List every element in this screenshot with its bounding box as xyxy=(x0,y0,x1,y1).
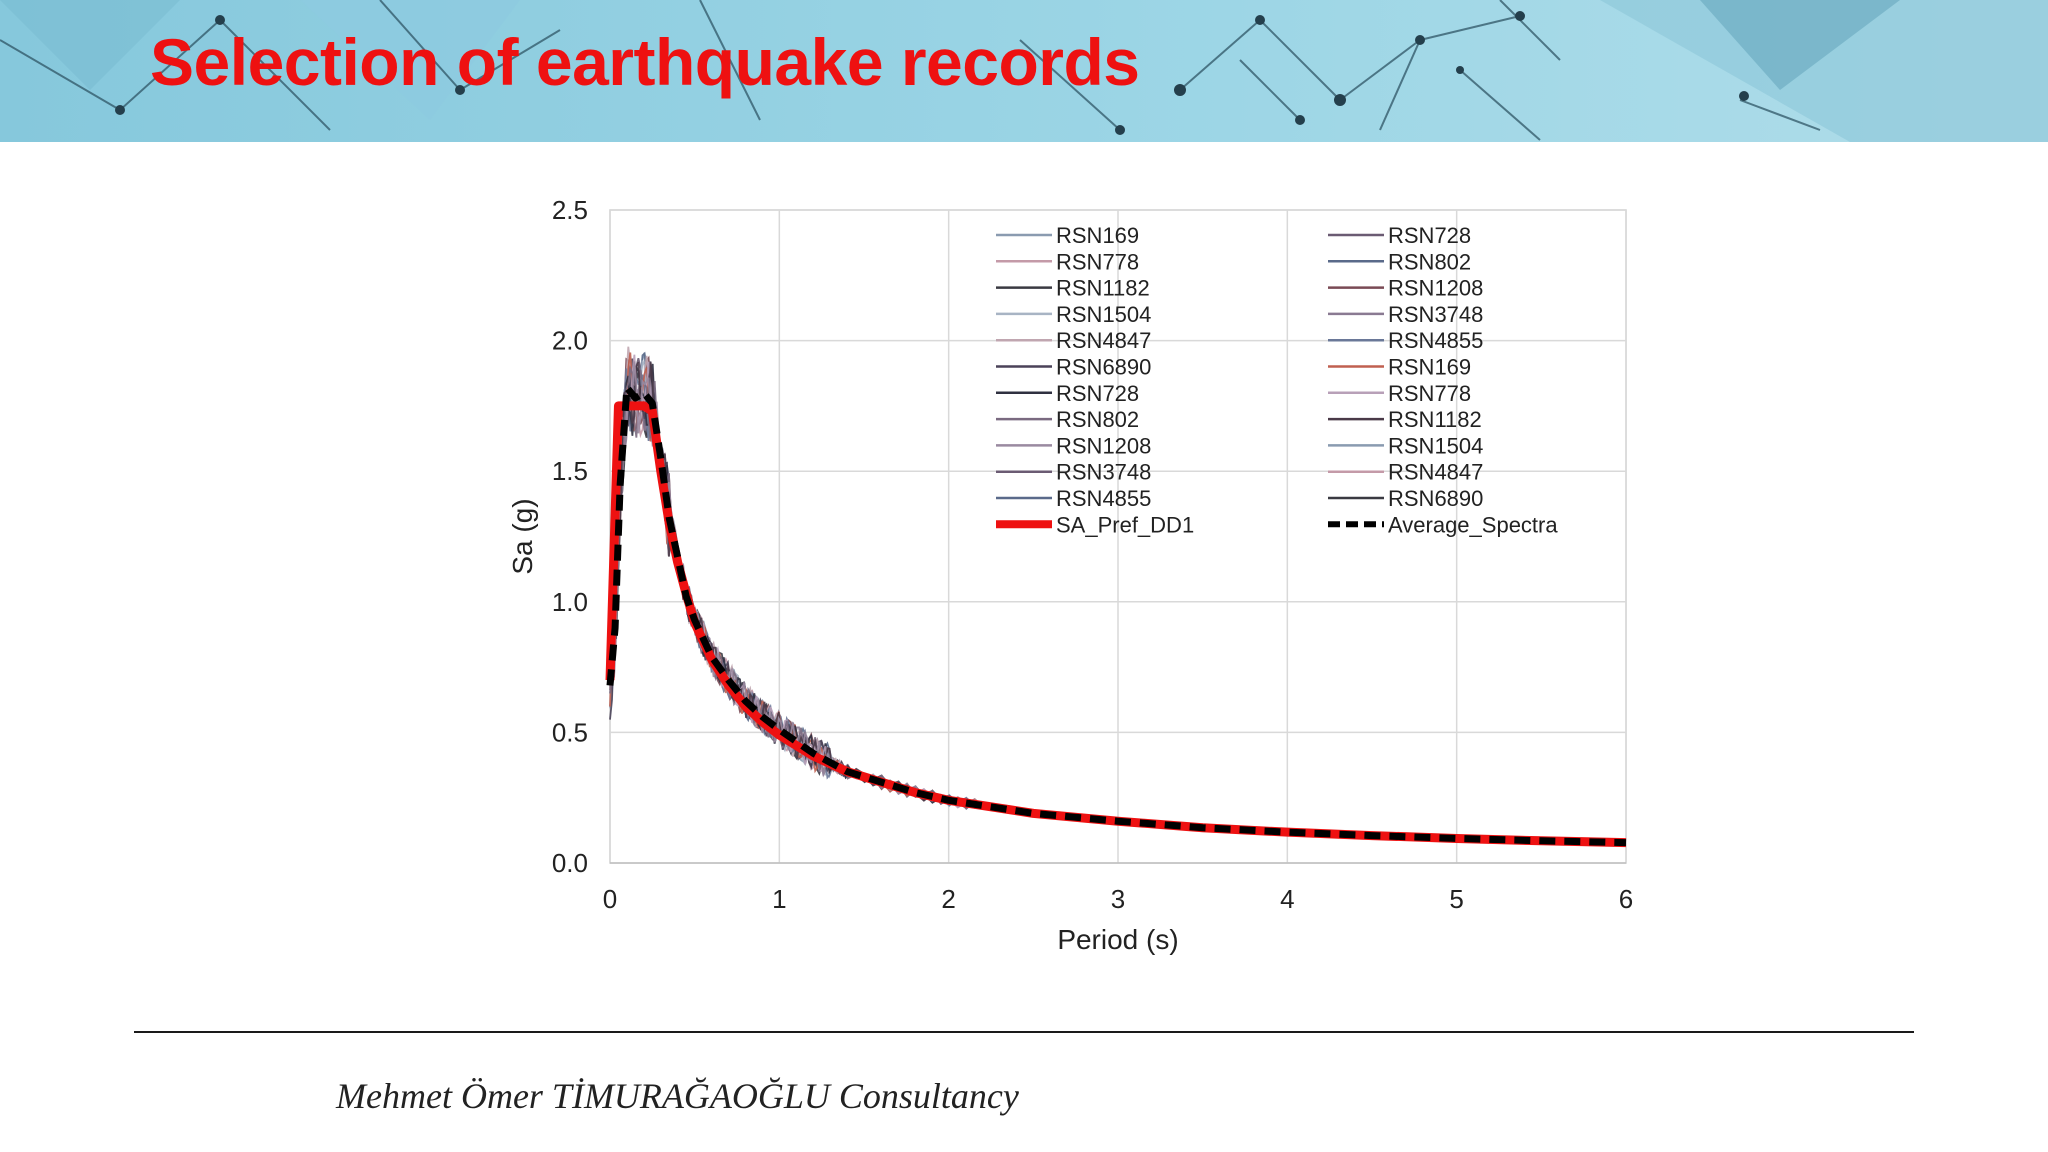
x-tick-label: 1 xyxy=(772,884,786,914)
y-tick-label: 0.5 xyxy=(552,717,588,747)
legend-label: RSN4847 xyxy=(1056,328,1151,353)
x-tick-label: 5 xyxy=(1449,884,1463,914)
footer-divider xyxy=(134,1031,1914,1033)
legend-label: RSN1182 xyxy=(1056,276,1150,301)
legend-label: RSN1208 xyxy=(1388,276,1483,301)
legend-label: RSN3748 xyxy=(1056,460,1151,485)
response-spectra-chart: 0 1 2 3 4 5 6 0.0 0.5 1.0 1.5 2.0 2.5 Period (s) Sa (g… xyxy=(0,142,2048,1022)
slide-title: Selection of earthquake records xyxy=(150,25,1140,99)
legend-label: RSN6890 xyxy=(1388,486,1483,511)
x-tick-label: 6 xyxy=(1619,884,1633,914)
legend-label: RSN4855 xyxy=(1056,486,1151,511)
y-tick-label: 2.5 xyxy=(552,195,588,225)
legend-label: RSN802 xyxy=(1056,407,1139,432)
legend-label: RSN728 xyxy=(1388,223,1471,248)
legend-label: RSN802 xyxy=(1388,249,1471,274)
legend-label: RSN1208 xyxy=(1056,433,1151,458)
legend-label: RSN6890 xyxy=(1056,355,1151,380)
legend-label: RSN3748 xyxy=(1388,302,1483,327)
chart-canvas: 0 1 2 3 4 5 6 0.0 0.5 1.0 1.5 2.0 2.5 Period (s) Sa (g… xyxy=(507,195,1633,955)
y-tick-label: 1.5 xyxy=(552,456,588,486)
footer-credit: Mehmet Ömer TİMURAĞAOĞLU Consultancy xyxy=(336,1076,1019,1116)
legend-label: RSN778 xyxy=(1388,381,1471,406)
y-tick-label: 1.0 xyxy=(552,587,588,617)
x-tick-label: 4 xyxy=(1280,884,1294,914)
x-axis-title: Period (s) xyxy=(1057,924,1178,955)
legend-label: RSN1504 xyxy=(1056,302,1151,327)
x-tick-label: 2 xyxy=(941,884,955,914)
legend-label: RSN728 xyxy=(1056,381,1139,406)
legend-label: RSN1504 xyxy=(1388,433,1483,458)
network-pattern-background xyxy=(0,0,2048,142)
legend-label: Average_Spectra xyxy=(1388,512,1558,537)
legend-label: RSN169 xyxy=(1388,355,1471,380)
legend-label: RSN4855 xyxy=(1388,328,1483,353)
legend-label: RSN169 xyxy=(1056,223,1139,248)
legend-label: RSN778 xyxy=(1056,249,1139,274)
y-tick-label: 2.0 xyxy=(552,326,588,356)
y-axis-title: Sa (g) xyxy=(507,498,538,574)
legend-label: RSN4847 xyxy=(1388,460,1483,485)
average-spectrum-line xyxy=(606,384,1627,847)
legend-label: RSN1182 xyxy=(1388,407,1482,432)
legend-label: SA_Pref_DD1 xyxy=(1056,512,1194,537)
x-tick-label: 3 xyxy=(1111,884,1125,914)
x-tick-label: 0 xyxy=(603,884,617,914)
y-tick-label: 0.0 xyxy=(552,848,588,878)
header-banner: Selection of earthquake records xyxy=(0,0,2048,142)
